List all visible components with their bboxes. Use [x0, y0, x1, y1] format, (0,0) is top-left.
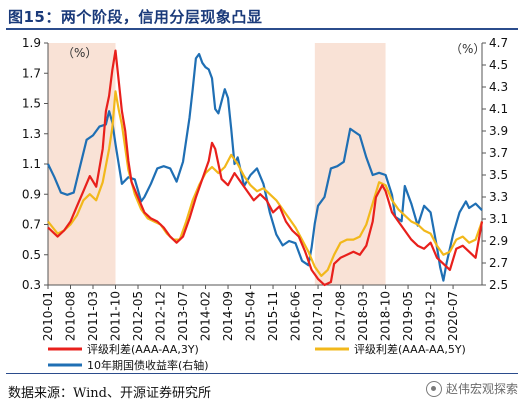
- source-note: 数据来源：Wind、开源证券研究所: [8, 386, 211, 401]
- series-line-1: [47, 90, 484, 277]
- x-tick-label: 2013-07: [176, 291, 190, 341]
- x-tick-label: 2015-11: [266, 291, 280, 341]
- wechat-icon: [425, 380, 442, 397]
- page-title: 图15：两个阶段，信用分层现象凸显: [8, 8, 263, 26]
- x-tick-label: 2018-03: [356, 291, 370, 341]
- x-tick-label: 2012-12: [154, 291, 168, 341]
- left-tick-label: 1.7: [22, 66, 41, 80]
- series-line-2: [47, 52, 483, 282]
- left-tick-label: 0.5: [22, 248, 41, 262]
- x-tick-label: 2018-10: [379, 291, 393, 341]
- x-tick-label: 2019-12: [424, 291, 438, 341]
- right-tick-label: 3.5: [489, 168, 508, 182]
- legend-label-yield: 10年期国债收益率(右轴): [87, 358, 209, 372]
- watermark: 赵伟宏观探索: [425, 380, 518, 397]
- left-axis-ticks: 0.3 0.5 0.7 0.9 1.1 1.3 1.5 1.7 1.9: [22, 36, 48, 292]
- title-divider: [6, 28, 518, 30]
- left-tick-label: 0.3: [22, 278, 41, 292]
- right-tick-label: 3.9: [489, 124, 508, 138]
- left-tick-label: 1.3: [22, 127, 41, 141]
- line-chart: 0.3 0.5 0.7 0.9 1.1 1.3 1.5 1.7 1.9 2.5 2.7 2.9 3.1…: [22, 36, 508, 372]
- right-tick-label: 2.9: [489, 234, 508, 248]
- left-tick-label: 1.5: [22, 97, 41, 111]
- right-tick-label: 3.3: [489, 190, 508, 204]
- series-lines: [47, 49, 484, 287]
- watermark-text: 赵伟宏观探索: [445, 382, 518, 396]
- legend: 评级利差(AAA-AA,3Y) 评级利差(AAA-AA,5Y) 10年期国债收益…: [48, 342, 466, 372]
- right-tick-label: 2.5: [489, 278, 508, 292]
- x-tick-label: 2016-06: [289, 291, 303, 341]
- right-axis-unit: （%）: [450, 42, 485, 56]
- right-tick-label: 4.7: [489, 36, 508, 50]
- legend-label-5y: 评级利差(AAA-AA,5Y): [354, 342, 466, 356]
- x-tick-label: 2017-08: [334, 291, 348, 341]
- x-tick-label: 2014-09: [221, 291, 235, 341]
- legend-label-3y: 评级利差(AAA-AA,3Y): [87, 342, 199, 356]
- right-tick-label: 3.7: [489, 146, 508, 160]
- left-tick-label: 1.1: [22, 157, 41, 171]
- footer-divider: [6, 373, 518, 374]
- x-tick-label: 2011-10: [109, 291, 123, 341]
- right-tick-label: 4.1: [489, 102, 508, 116]
- x-tick-label: 2015-04: [244, 291, 258, 341]
- left-tick-label: 0.7: [22, 218, 41, 232]
- shaded-periods: [48, 43, 386, 285]
- right-tick-label: 3.1: [489, 212, 508, 226]
- x-tick-label: 2019-05: [401, 291, 415, 341]
- x-tick-label: 2020-07: [446, 291, 460, 341]
- x-axis-ticks: 2010-01 2010-08 2011-03 2011-10 2012-05 2012-…: [41, 285, 460, 341]
- series-line-0: [47, 49, 484, 287]
- left-axis-unit: （%）: [62, 46, 97, 60]
- right-tick-label: 2.7: [489, 256, 508, 270]
- x-tick-label: 2010-08: [64, 291, 78, 341]
- left-tick-label: 0.9: [22, 187, 41, 201]
- shaded-period-1: [314, 43, 386, 285]
- x-tick-label: 2010-01: [41, 291, 55, 341]
- x-tick-label: 2012-05: [131, 291, 145, 341]
- x-tick-label: 2011-03: [86, 291, 100, 341]
- right-tick-label: 4.5: [489, 58, 508, 72]
- left-tick-label: 1.9: [22, 36, 41, 50]
- x-tick-label: 2014-02: [199, 291, 213, 341]
- right-tick-label: 4.3: [489, 80, 508, 94]
- right-axis-ticks: 2.5 2.7 2.9 3.1 3.3 3.5 3.7 3.9 4.1 4.3 4.5 4.7: [482, 36, 508, 292]
- x-tick-label: 2017-01: [311, 291, 325, 341]
